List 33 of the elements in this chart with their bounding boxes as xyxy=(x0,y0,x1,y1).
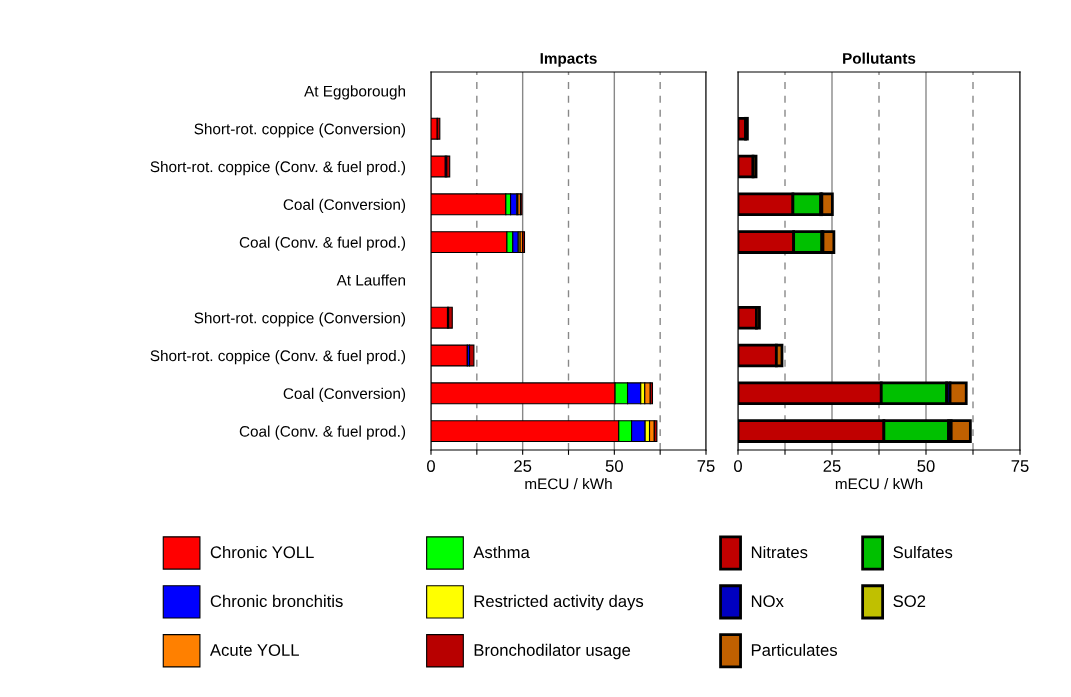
legend-label: Nitrates xyxy=(751,545,808,559)
x-tick-label: 0 xyxy=(427,460,435,472)
x-tick-label: 25 xyxy=(823,460,841,472)
legend-label: SO2 xyxy=(893,595,926,608)
y-tick-label: At Lauffen xyxy=(336,274,406,286)
y-tick-label: Coal (Conv. & fuel prod.) xyxy=(239,425,406,440)
x-tick-label: 75 xyxy=(697,460,715,472)
y-tick-label: Coal (Conversion) xyxy=(283,387,406,402)
x-tick-label: 75 xyxy=(1011,460,1029,472)
x-tick-label: 50 xyxy=(917,460,935,472)
x-axis-title: mECU / kWh xyxy=(835,478,923,490)
y-tick-label: Short-rot. coppice (Conv. & fuel prod.) xyxy=(150,160,406,176)
y-tick-label: Coal (Conv. & fuel prod.) xyxy=(239,236,406,251)
legend-label: Bronchodilator usage xyxy=(474,643,631,660)
legend-label: Asthma xyxy=(473,545,530,559)
legend-label: Chronic YOLL xyxy=(210,545,314,559)
legend-label: NOx xyxy=(751,595,784,608)
chart-title: Pollutants xyxy=(843,52,916,64)
y-tick-label: Short-rot. coppice (Conversion) xyxy=(194,312,406,327)
y-tick-label: At Eggborough xyxy=(304,85,406,100)
y-tick-label: Short-rot. coppice (Conv. & fuel prod.) xyxy=(150,349,406,365)
x-tick-label: 50 xyxy=(605,460,623,472)
y-tick-label: Short-rot. coppice (Conversion) xyxy=(194,123,406,138)
legend-label: Chronic bronchitis xyxy=(210,594,343,608)
x-tick-label: 0 xyxy=(734,460,742,472)
legend-label: Acute YOLL xyxy=(209,644,299,656)
x-tick-label: 25 xyxy=(514,460,532,472)
legend-label: Sulfates xyxy=(893,545,953,559)
chart-title: Impacts xyxy=(540,53,597,67)
legend-label: Particulates xyxy=(751,643,838,656)
x-axis-title: mECU / kWh xyxy=(525,478,612,490)
y-tick-label: Coal (Conversion) xyxy=(283,198,406,213)
legend-label: Restricted activity days xyxy=(474,594,644,611)
